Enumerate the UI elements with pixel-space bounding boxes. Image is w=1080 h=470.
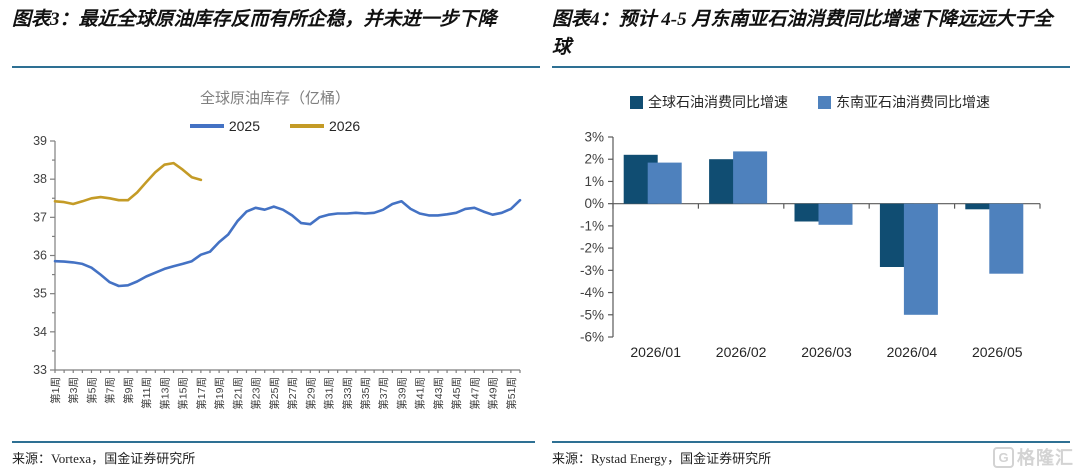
svg-text:-5%: -5% — [580, 307, 604, 322]
left-chart-title: 全球原油库存（亿桶） — [199, 90, 350, 107]
svg-text:2026/03: 2026/03 — [801, 344, 852, 360]
svg-text:第51周: 第51周 — [505, 377, 518, 410]
legend-label: 东南亚石油消费同比增速 — [836, 94, 990, 110]
svg-text:34: 34 — [33, 325, 47, 339]
bar-2026/01 — [647, 162, 682, 204]
svg-text:-1%: -1% — [580, 218, 604, 233]
right-chart-legend: 全球石油消费同比增速 东南亚石油消费同比增速 — [560, 92, 1060, 112]
legend-label: 全球石油消费同比增速 — [648, 94, 788, 110]
svg-text:第43周: 第43周 — [432, 377, 445, 410]
svg-text:第17周: 第17周 — [195, 377, 208, 410]
bar-series-东南亚石油消费同比增速 — [647, 151, 1024, 315]
y-axis-labels: 3% 2% 1% 0% -1% -2% -3% -4% -5% -6% — [580, 130, 604, 345]
legend-item-东南亚石油消费同比增速: 东南亚石油消费同比增速 — [818, 92, 990, 112]
svg-text:第23周: 第23周 — [250, 377, 263, 410]
legend-swatch-icon — [818, 95, 831, 109]
axes — [50, 140, 521, 373]
svg-text:39: 39 — [33, 134, 47, 148]
svg-text:-3%: -3% — [580, 263, 604, 278]
svg-text:第21周: 第21周 — [231, 377, 244, 410]
bar-2026/04 — [903, 203, 938, 315]
svg-text:第47周: 第47周 — [468, 377, 481, 410]
y-axis-labels: 39 38 37 36 35 34 33 — [33, 134, 47, 377]
figure3-title-divider — [12, 66, 540, 68]
legend-swatch-icon — [290, 124, 324, 128]
svg-text:2026/01: 2026/01 — [630, 344, 681, 360]
bar-2026/05 — [989, 203, 1024, 274]
svg-text:-2%: -2% — [580, 241, 604, 256]
svg-text:35: 35 — [33, 287, 47, 301]
legend-item-2026: 2026 — [290, 118, 360, 134]
figure4-title: 图表4：预计 4-5 月东南亚石油消费同比增速下降远远大于全球 — [552, 9, 1053, 58]
svg-text:2026/02: 2026/02 — [716, 344, 767, 360]
svg-text:0%: 0% — [584, 196, 604, 211]
svg-text:第7周: 第7周 — [104, 377, 117, 404]
figure4-title-divider — [552, 66, 1070, 68]
bar-2026/03 — [818, 203, 853, 225]
bar-2026/05 — [965, 203, 1000, 210]
svg-text:第33周: 第33周 — [341, 377, 354, 410]
legend-swatch-icon — [189, 124, 224, 128]
legend-label: 2025 — [228, 118, 260, 134]
svg-text:37: 37 — [33, 210, 47, 224]
svg-text:第19周: 第19周 — [213, 377, 226, 410]
svg-text:2026/04: 2026/04 — [887, 344, 938, 360]
figure3-footer-divider — [12, 441, 535, 443]
line-series-2025 — [53, 198, 522, 288]
svg-text:33: 33 — [33, 363, 47, 377]
svg-text:第49周: 第49周 — [487, 377, 500, 410]
svg-text:第25周: 第25周 — [268, 377, 281, 410]
svg-text:第35周: 第35周 — [359, 377, 372, 410]
svg-text:第5周: 第5周 — [85, 377, 98, 404]
svg-text:第3周: 第3周 — [67, 377, 80, 404]
legend-label: 2026 — [329, 118, 361, 134]
svg-text:第27周: 第27周 — [286, 377, 299, 410]
svg-text:第11周: 第11周 — [140, 377, 153, 409]
x-axis-labels: 第1周 第3周 第5周 第7周 第9周 第11周 第13周 第15周 第17周 第19周 第21周第… — [49, 377, 518, 410]
svg-text:36: 36 — [33, 249, 47, 263]
svg-text:第37周: 第37周 — [377, 377, 390, 410]
bar-2026/02 — [733, 151, 768, 204]
svg-text:-4%: -4% — [580, 285, 604, 300]
figure4-source: 来源：Rystad Energy，国金证券研究所 — [552, 451, 772, 466]
svg-text:2026/05: 2026/05 — [972, 344, 1023, 360]
axes — [608, 136, 1041, 338]
legend-item-2025: 2025 — [189, 118, 260, 134]
svg-text:第31周: 第31周 — [323, 377, 336, 410]
svg-text:第15周: 第15周 — [177, 377, 190, 410]
svg-text:1%: 1% — [584, 174, 604, 189]
legend-item-全球石油消费同比增速: 全球石油消费同比增速 — [630, 92, 788, 112]
svg-text:-6%: -6% — [580, 330, 604, 345]
figure3-title: 图表3：最近全球原油库存反而有所企稳，并未进一步下降 — [12, 9, 497, 30]
oil-consumption-bar-chart: 3% 2% 1% 0% -1% -2% -3% -4% -5% -6% 2026/01 2026/02… — [580, 130, 1041, 360]
svg-text:第41周: 第41周 — [414, 377, 427, 410]
svg-text:2%: 2% — [584, 152, 604, 167]
svg-text:第9周: 第9周 — [122, 377, 135, 404]
svg-text:38: 38 — [33, 172, 47, 186]
left-chart-legend: 2025 2026 — [30, 118, 520, 134]
line-series-2026 — [53, 161, 203, 206]
svg-text:第1周: 第1周 — [49, 377, 62, 404]
svg-text:第39周: 第39周 — [395, 377, 408, 410]
gelonghui-logo-text: 格隆汇 — [1017, 448, 1074, 468]
legend-swatch-icon — [630, 95, 643, 109]
x-axis-labels: 2026/01 2026/02 2026/03 2026/04 2026/05 — [630, 344, 1022, 360]
figure3-source: 来源：Vortexa，国金证券研究所 — [12, 451, 196, 466]
figure4-footer-divider — [552, 441, 1070, 443]
gelonghui-watermark: G 格隆汇 — [993, 444, 1074, 470]
svg-text:第13周: 第13周 — [158, 377, 171, 410]
svg-text:3%: 3% — [584, 130, 604, 145]
svg-text:第45周: 第45周 — [450, 377, 463, 410]
gelonghui-logo-icon: G — [993, 446, 1014, 468]
svg-text:第29周: 第29周 — [304, 377, 317, 410]
